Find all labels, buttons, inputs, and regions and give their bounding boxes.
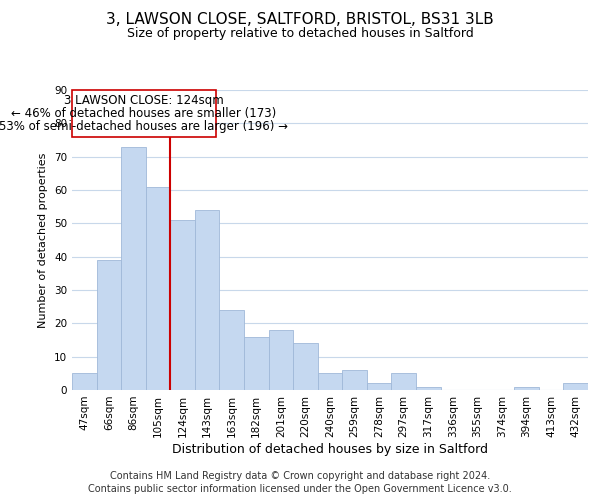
Bar [563,384,588,390]
Bar [342,370,367,390]
Text: 3 LAWSON CLOSE: 124sqm: 3 LAWSON CLOSE: 124sqm [64,94,224,107]
Text: 53% of semi-detached houses are larger (196) →: 53% of semi-detached houses are larger (… [0,120,289,133]
Bar [195,210,220,390]
Bar [121,146,146,390]
Bar [220,310,244,390]
Text: ← 46% of detached houses are smaller (173): ← 46% of detached houses are smaller (17… [11,107,277,120]
Bar [170,220,195,390]
Bar [514,386,539,390]
Bar [391,374,416,390]
Bar [72,374,97,390]
Text: Contains public sector information licensed under the Open Government Licence v3: Contains public sector information licen… [88,484,512,494]
Bar [97,260,121,390]
Y-axis label: Number of detached properties: Number of detached properties [38,152,49,328]
Bar [318,374,342,390]
Text: 3, LAWSON CLOSE, SALTFORD, BRISTOL, BS31 3LB: 3, LAWSON CLOSE, SALTFORD, BRISTOL, BS31… [106,12,494,28]
Text: Contains HM Land Registry data © Crown copyright and database right 2024.: Contains HM Land Registry data © Crown c… [110,471,490,481]
Bar [146,186,170,390]
Text: Size of property relative to detached houses in Saltford: Size of property relative to detached ho… [127,28,473,40]
Bar [416,386,440,390]
Bar [244,336,269,390]
X-axis label: Distribution of detached houses by size in Saltford: Distribution of detached houses by size … [172,442,488,456]
FancyBboxPatch shape [72,90,216,136]
Bar [367,384,391,390]
Bar [293,344,318,390]
Bar [269,330,293,390]
